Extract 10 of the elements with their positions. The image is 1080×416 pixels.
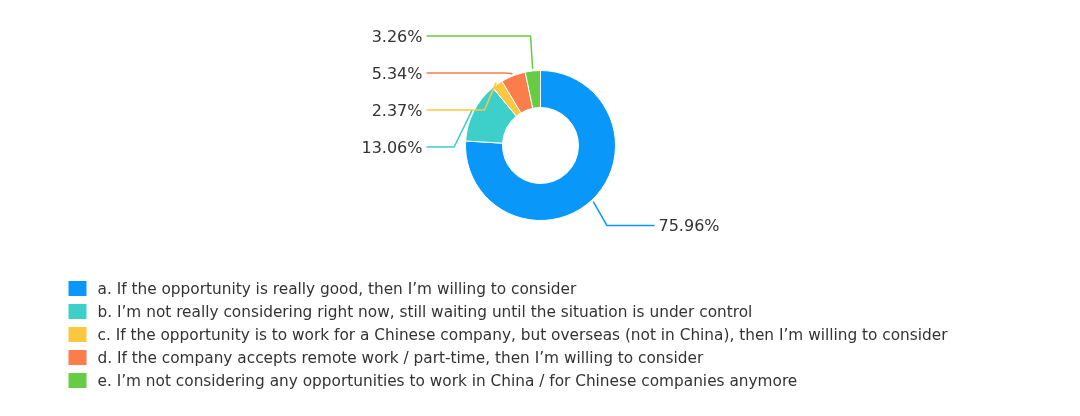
data-label: 13.06% [361, 137, 423, 157]
data-label: 5.34% [371, 63, 423, 83]
data-label: 2.37% [371, 100, 423, 120]
legend-label: b. I’m not really considering right now, still waiting until the situation is under control [97, 302, 753, 321]
data-label: 75.96% [658, 216, 720, 236]
data-label: 3.26% [371, 26, 423, 46]
legend-label: d. If the company accepts remote work / part-time, then I’m willing to consider [97, 348, 704, 367]
legend-label: c. If the opportunity is to work for a Chinese company, but overseas (not in China), then I’m willing to consider [97, 325, 949, 344]
legend-label: e. I’m not considering any opportunities to work in China / for Chinese companies anymore [97, 371, 798, 390]
legend-label: a. If the opportunity is really good, then I’m willing to consider [97, 279, 577, 298]
